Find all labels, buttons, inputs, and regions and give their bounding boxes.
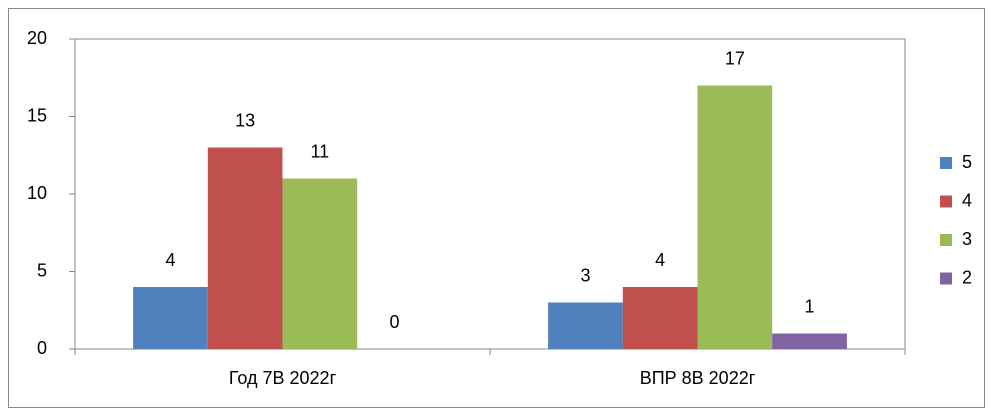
data-label: 4: [165, 250, 175, 270]
legend-label: 2: [962, 267, 972, 287]
legend-swatch: [940, 272, 952, 285]
data-label: 1: [805, 296, 815, 316]
bar: [282, 178, 358, 349]
y-tick-label: 15: [27, 105, 47, 125]
y-tick-label: 5: [37, 260, 47, 280]
bar: [697, 85, 773, 349]
legend-swatch: [940, 157, 952, 169]
x-tick-label: ВПР 8В 2022г: [640, 368, 756, 388]
data-label: 3: [580, 265, 590, 285]
legend-swatch: [940, 195, 952, 208]
data-label: 11: [311, 141, 330, 161]
y-tick-label: 0: [37, 338, 47, 358]
legend-label: 4: [962, 190, 972, 210]
legend-label: 3: [962, 229, 972, 249]
legend-label: 5: [962, 152, 972, 172]
bar: [207, 147, 283, 349]
y-tick-label: 20: [27, 28, 47, 48]
legend-swatch: [940, 234, 952, 246]
bar: [548, 302, 623, 349]
y-tick-label: 10: [27, 183, 47, 203]
data-label: 17: [725, 48, 745, 68]
bar: [772, 333, 847, 349]
data-label: 4: [655, 250, 665, 270]
bar: [622, 287, 698, 349]
bar: [133, 287, 208, 349]
data-label: 0: [390, 312, 400, 332]
data-label: 13: [235, 110, 255, 130]
x-tick-label: Год 7В 2022г: [229, 368, 337, 388]
